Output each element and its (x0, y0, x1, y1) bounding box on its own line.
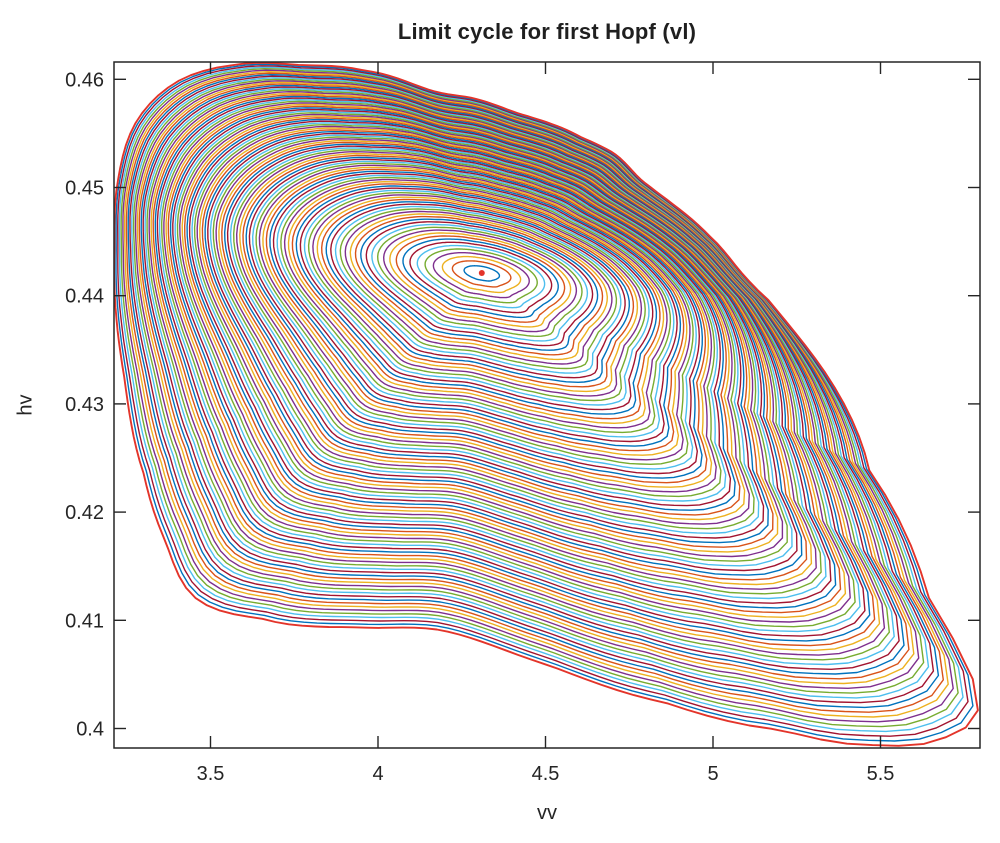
limit-cycle-curve (161, 100, 856, 628)
limit-cycle-curve (276, 174, 675, 438)
axes-box (113, 61, 981, 749)
limit-cycle-curve (291, 183, 661, 420)
limit-cycle-curve (295, 185, 658, 415)
y-tick-label: 0.44 (65, 286, 104, 308)
limit-cycle-curve (165, 103, 847, 618)
limit-cycle-curve (215, 138, 750, 525)
y-tick-label: 0.42 (65, 502, 104, 524)
limit-cycle-curve (303, 189, 650, 406)
limit-cycle-curve (316, 196, 639, 393)
limit-cycle-curve (262, 166, 688, 456)
x-tick-label: 5 (707, 763, 718, 785)
limit-cycle-curve (176, 112, 822, 595)
limit-cycle-curve (402, 238, 559, 319)
limit-cycle-curve (321, 198, 635, 388)
limit-cycle-curve (199, 127, 779, 553)
limit-cycle-curve (193, 124, 788, 562)
limit-cycle-curve (424, 248, 538, 304)
limit-cycle-curve (354, 215, 604, 356)
limit-cycle-curve (377, 226, 583, 337)
limit-cycle-curve (287, 181, 665, 424)
limit-cycle-curve (360, 218, 599, 351)
x-axis-label: vv (537, 802, 557, 824)
y-tick-label: 0.46 (65, 69, 104, 91)
limit-cycle-curve (179, 113, 817, 590)
limit-cycle-curve (188, 120, 798, 572)
limit-cycle-curve (221, 141, 741, 516)
limit-cycle-curve (371, 223, 589, 342)
limit-cycle-curve (451, 260, 512, 288)
limit-cycle-curve (158, 99, 861, 633)
limit-cycle-curve (169, 107, 837, 609)
limit-cycle-curve (334, 205, 622, 374)
limit-cycle-curve (409, 241, 553, 314)
limit-cycle-curve (207, 132, 765, 539)
limit-cycle-curve (280, 176, 672, 434)
limit-cycle-curve (265, 168, 685, 452)
limit-cycle-curve (156, 97, 866, 637)
limit-cycle-curve (114, 62, 979, 747)
limit-cycle-curve (184, 117, 808, 581)
limit-cycle-curve (224, 143, 736, 511)
limit-cycle-curve (172, 108, 832, 604)
limit-cycle-curve (432, 252, 530, 299)
x-tick-label: 4.5 (532, 763, 560, 785)
limit-cycle-curve (186, 118, 803, 576)
limit-cycle-curve (463, 265, 501, 282)
limit-cycle-curve (269, 170, 682, 447)
limit-cycle-curve (239, 152, 713, 488)
limit-cycle-curve (283, 178, 668, 429)
limit-cycle-curve (416, 244, 546, 309)
limit-cycle-curve (163, 102, 851, 623)
limit-cycle-curve (209, 134, 760, 534)
limit-cycle-curve (330, 203, 626, 379)
limit-cycle-curve (272, 172, 678, 443)
y-tick-label: 0.45 (65, 178, 104, 200)
y-tick-label: 0.41 (65, 610, 104, 632)
limit-cycle-curve (154, 95, 871, 642)
x-tick-label: 3.5 (197, 763, 225, 785)
limit-cycle-curve (229, 147, 727, 502)
limit-cycle-curve (349, 213, 608, 361)
limit-cycle-family (114, 62, 979, 747)
limit-cycle-curve (226, 145, 732, 507)
limit-cycle-curve (191, 122, 793, 567)
limit-cycle-curve (299, 187, 654, 411)
limit-cycle-curve (344, 210, 613, 365)
limit-cycle-curve (196, 125, 784, 558)
limit-cycle-curve (252, 160, 697, 470)
limit-cycle-curve (201, 129, 774, 548)
limit-cycle-curve (389, 232, 572, 328)
limit-cycle-curve (236, 151, 717, 493)
limit-cycle-curve (325, 201, 630, 383)
x-tick-label: 4 (372, 763, 383, 785)
limit-cycle-curve (212, 136, 755, 530)
limit-cycle-curve (181, 115, 813, 586)
limit-cycle-curve (258, 164, 691, 461)
limit-cycle-curve (441, 255, 522, 294)
limit-cycle-curve (245, 156, 703, 479)
limit-cycle-curve (204, 131, 769, 544)
limit-cycle-curve (312, 194, 643, 397)
limit-cycle-curve (255, 162, 694, 465)
x-tick-label: 5.5 (867, 763, 895, 785)
y-tick-label: 0.43 (65, 394, 104, 416)
limit-cycle-curve (365, 221, 594, 347)
limit-cycle-curve (307, 192, 646, 402)
chart-title: Limit cycle for first Hopf (vl) (397, 19, 697, 44)
limit-cycle-curve (174, 110, 827, 600)
limit-cycle-curve (218, 139, 746, 521)
limit-cycle-curve (233, 149, 722, 498)
limit-cycle-curve (395, 235, 566, 323)
limit-cycle-curve (150, 92, 881, 651)
limit-cycle-curve (242, 154, 708, 484)
y-tick-label: 0.4 (76, 719, 104, 741)
limit-cycle-curve (339, 208, 618, 370)
limit-cycle-curve (248, 158, 700, 475)
hopf-point-marker (478, 270, 485, 276)
limit-cycle-curve (167, 105, 842, 614)
limit-cycle-curve (383, 229, 578, 333)
